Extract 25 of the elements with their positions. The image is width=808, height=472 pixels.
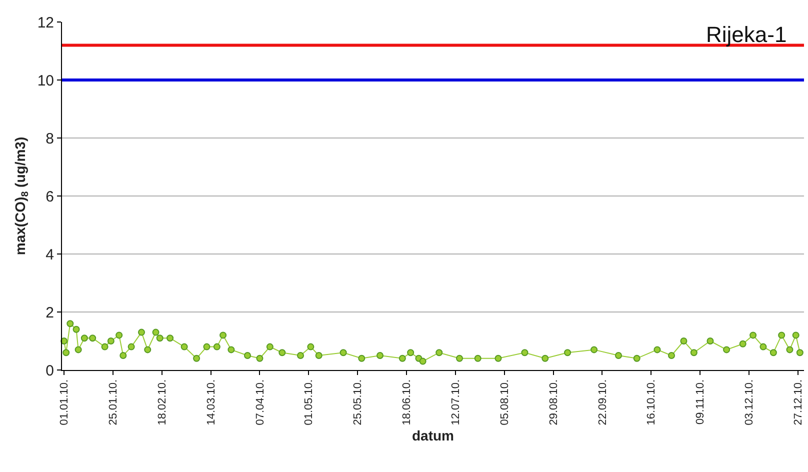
x-tick-label: 09.11.10. bbox=[694, 379, 707, 424]
x-tick-label: 16.10.10. bbox=[646, 379, 658, 426]
x-tick-label: 25.05.10. bbox=[352, 379, 364, 426]
x-tick-label: 22.09.10. bbox=[596, 379, 609, 426]
y-tick-label: 8 bbox=[46, 130, 54, 148]
x-tick-label: 01.01.10. bbox=[58, 379, 71, 426]
x-tick-label: 05.08.10. bbox=[498, 379, 511, 426]
x-tick-label: 14.03.10. bbox=[205, 379, 218, 426]
x-tick-label: 25.01.10. bbox=[108, 379, 120, 426]
y-tick-label: 6 bbox=[46, 188, 54, 206]
x-tick-label: 18.02.10. bbox=[156, 379, 168, 426]
annotation: Rijeka-1 bbox=[706, 22, 787, 47]
y-tick-label: 12 bbox=[37, 14, 54, 32]
y-tick-label: 10 bbox=[37, 72, 54, 90]
y-tick-label: 0 bbox=[46, 362, 54, 380]
x-tick-label: 27.12.10. bbox=[792, 379, 804, 426]
x-tick-label: 29.08.10. bbox=[548, 379, 560, 426]
x-axis-title: datum bbox=[412, 428, 454, 444]
y-tick-label: 4 bbox=[46, 246, 54, 264]
y-tick-label: 2 bbox=[46, 304, 54, 322]
x-tick-label: 01.05.10. bbox=[303, 379, 316, 426]
x-tick-label: 07.04.10. bbox=[254, 379, 266, 426]
x-tick-label: 12.07.10. bbox=[450, 379, 462, 426]
x-tick-label: 03.12.10. bbox=[744, 379, 756, 426]
x-tick-label: 18.06.10. bbox=[401, 379, 414, 426]
